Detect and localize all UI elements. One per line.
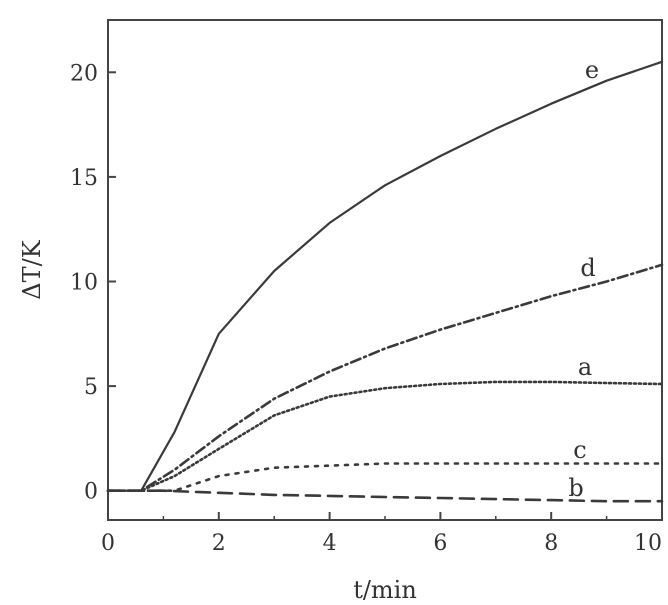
y-tick-label: 5 [84, 375, 98, 400]
y-tick-label: 20 [70, 61, 98, 86]
series-line-a [106, 380, 664, 493]
series-label-e: e [585, 56, 599, 84]
series-label-d: d [580, 254, 595, 282]
series-line-b [106, 489, 664, 503]
x-tick-label: 8 [544, 531, 558, 556]
x-tick-label: 10 [634, 531, 662, 556]
series-line-e [106, 60, 664, 492]
y-axis-title: ΔT/K [18, 239, 46, 299]
x-axis-title: t/min [353, 576, 417, 604]
y-tick-label: 15 [70, 166, 98, 191]
x-tick-label: 6 [433, 531, 447, 556]
y-axis: 0 5 10 15 20 [70, 61, 116, 505]
x-tick-label: 0 [101, 531, 115, 556]
series-labels: e d a cb [568, 56, 599, 502]
x-tick-label: 2 [212, 531, 226, 556]
series-line-c [106, 462, 664, 493]
y-tick-label: 10 [70, 271, 98, 296]
series-label-c: c [573, 436, 586, 464]
series-line-d [106, 263, 664, 493]
series-label-b: b [568, 474, 583, 502]
series-lines [106, 60, 664, 503]
y-tick-label: 0 [84, 480, 98, 505]
x-axis: 0 2 4 6 8 10 [101, 512, 663, 556]
series-label-a: a [578, 353, 592, 381]
x-tick-label: 4 [323, 531, 337, 556]
